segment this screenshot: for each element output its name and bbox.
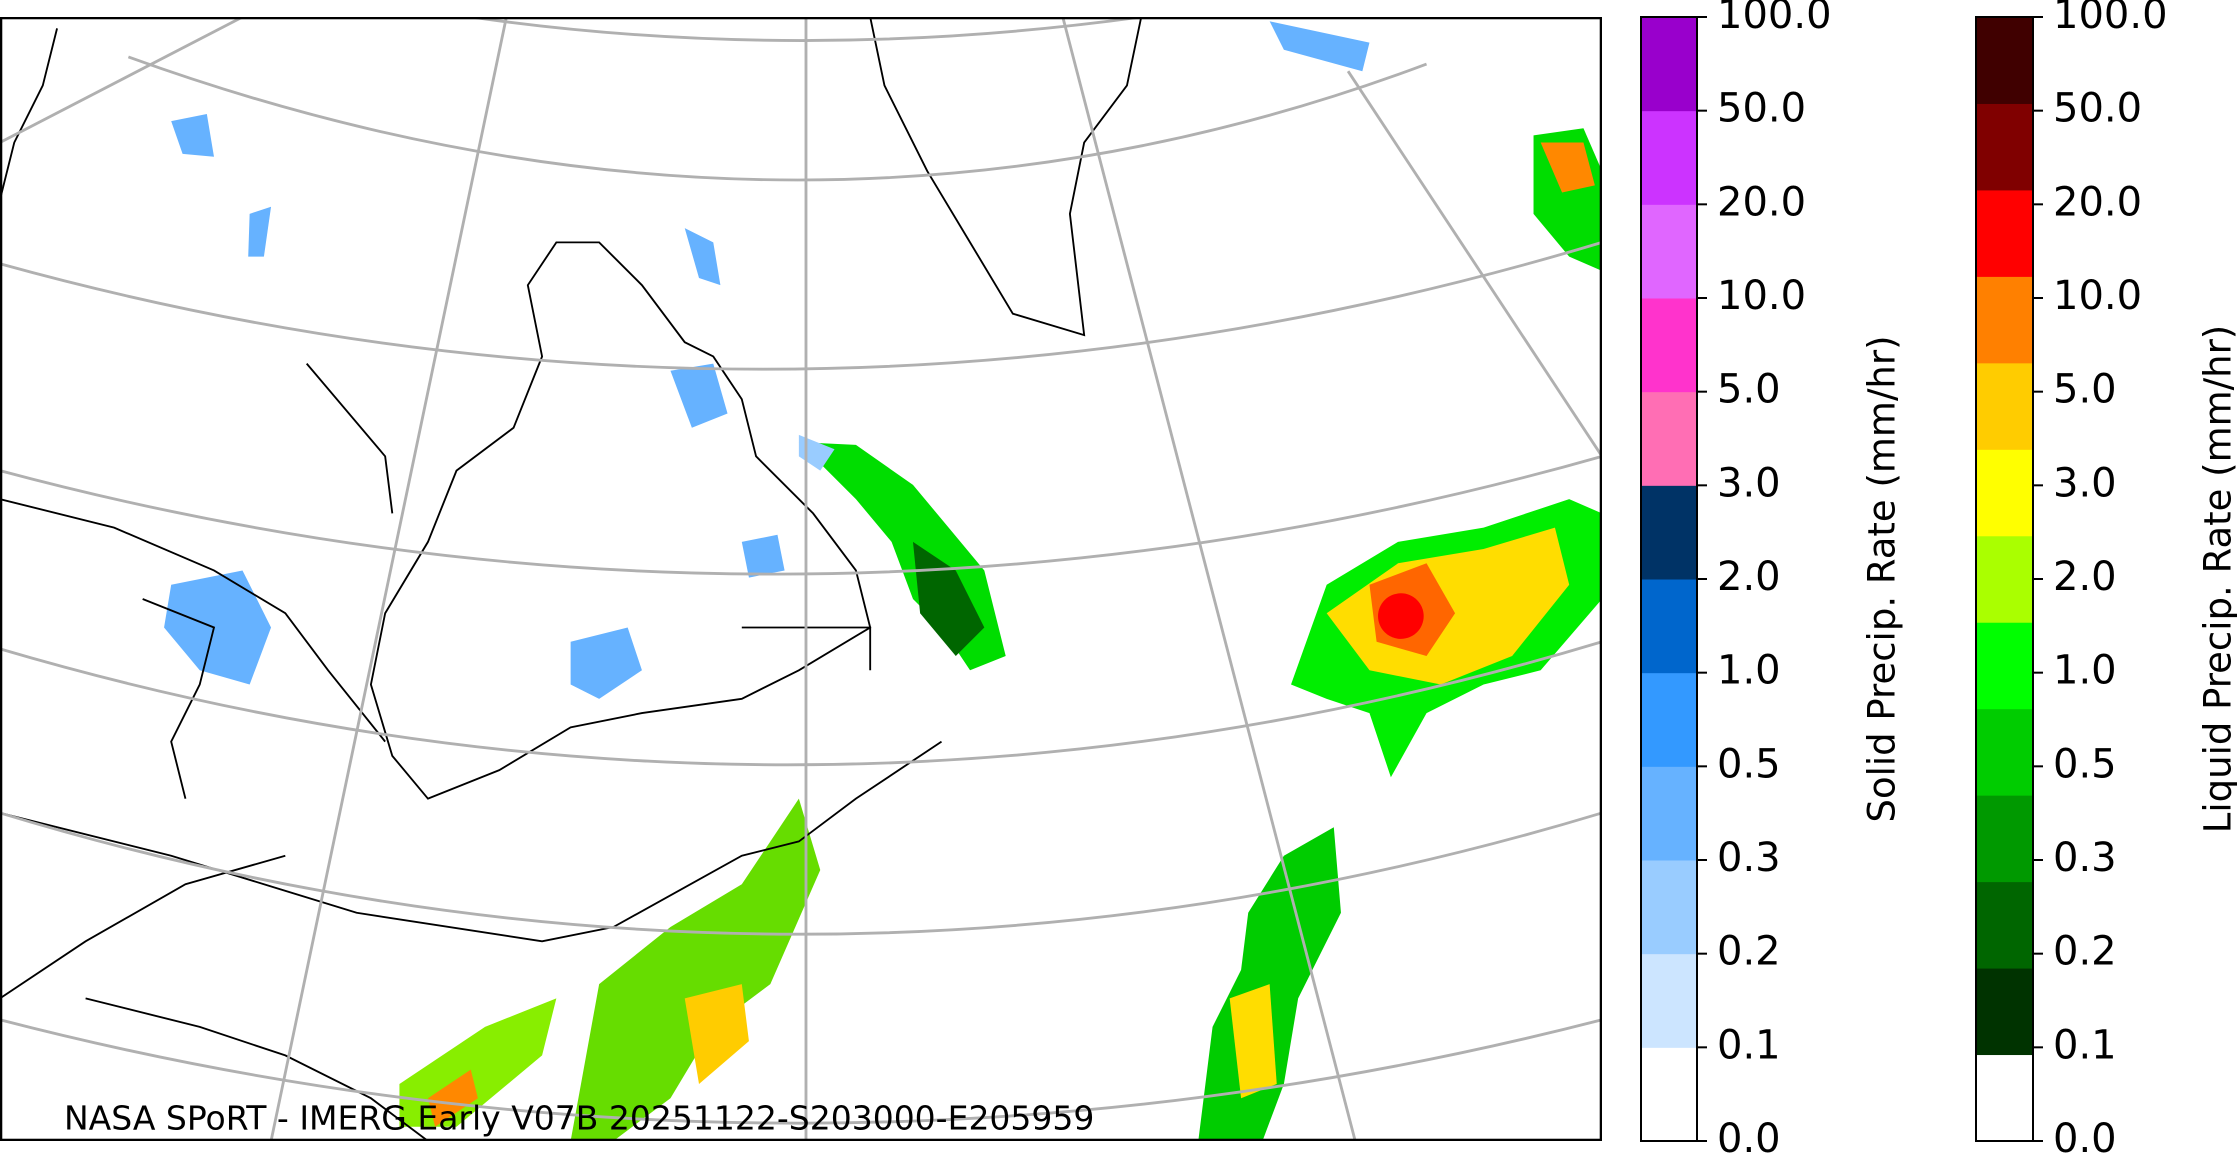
colorbar-segment [1976, 276, 2033, 363]
colorbar-segment [1976, 795, 2033, 882]
colorbar-segment [1641, 579, 1697, 673]
colorbar-tick-label: 1.0 [2053, 648, 2117, 694]
colorbar-tick-label: 100.0 [2053, 0, 2168, 38]
colorbar-tick-label: 3.0 [1717, 460, 1781, 506]
colorbar-segment [1641, 766, 1697, 860]
colorbar-tick-label: 0.0 [1717, 1116, 1781, 1162]
colorbar-segment [1976, 363, 2033, 450]
colorbar-tick-label: 100.0 [1717, 0, 1832, 38]
colorbar-tick-label: 0.3 [1717, 835, 1781, 881]
colorbar-segment [1641, 392, 1697, 486]
colorbar-tick-label: 1.0 [1717, 648, 1781, 694]
colorbar-segment [1641, 111, 1697, 205]
colorbar-segment [1976, 709, 2033, 796]
colorbar-tick-label: 20.0 [1717, 179, 1806, 225]
colorbar-segment [1976, 968, 2033, 1055]
colorbar-segment [1976, 536, 2033, 623]
colorbar-tick-label: 0.1 [1717, 1022, 1781, 1068]
colorbar-tick-label: 20.0 [2053, 179, 2142, 225]
colorbar-segment [1641, 860, 1697, 954]
colorbar-label: Solid Precip. Rate (mm/hr) [1861, 335, 1904, 822]
colorbar-tick-label: 2.0 [1717, 554, 1781, 600]
colorbar-segment [1641, 298, 1697, 392]
colorbar-segment [1976, 103, 2033, 190]
colorbar-tick-label: 10.0 [1717, 273, 1806, 319]
colorbar-label: Liquid Precip. Rate (mm/hr) [2197, 325, 2237, 834]
colorbar-tick-label: 0.0 [2053, 1116, 2117, 1162]
map [0, 17, 1602, 1141]
colorbar-tick-label: 5.0 [1717, 367, 1781, 413]
colorbar-segment [1976, 190, 2033, 277]
colorbar-tick-label: 3.0 [2053, 460, 2117, 506]
colorbar-tick-label: 0.5 [1717, 741, 1781, 787]
colorbar-segment [1976, 449, 2033, 536]
colorbar-tick-label: 0.2 [1717, 929, 1781, 975]
colorbar-segment [1976, 622, 2033, 709]
colorbar-segment [1976, 17, 2033, 104]
colorbar-segment [1641, 673, 1697, 767]
colorbar-segment [1641, 17, 1697, 111]
colorbar-tick-label: 10.0 [2053, 273, 2142, 319]
colorbar-tick-label: 2.0 [2053, 554, 2117, 600]
colorbar-tick-label: 0.1 [2053, 1022, 2117, 1068]
colorbar-tick-label: 50.0 [2053, 86, 2142, 132]
colorbar-segment [1976, 1055, 2033, 1142]
colorbar-segment [1641, 485, 1697, 579]
colorbar-segment [1641, 954, 1697, 1048]
colorbar-tick-label: 5.0 [2053, 367, 2117, 413]
caption: NASA SPoRT - IMERG Early V07B 20251122-S… [64, 1099, 1094, 1138]
colorbar-tick-label: 50.0 [1717, 86, 1806, 132]
colorbar-tick-label: 0.3 [2053, 835, 2117, 881]
colorbar-tick-label: 0.2 [2053, 929, 2117, 975]
colorbar-segment [1976, 882, 2033, 969]
colorbar-segment [1641, 204, 1697, 298]
colorbar-tick-label: 0.5 [2053, 741, 2117, 787]
colorbar-segment [1641, 1047, 1697, 1141]
